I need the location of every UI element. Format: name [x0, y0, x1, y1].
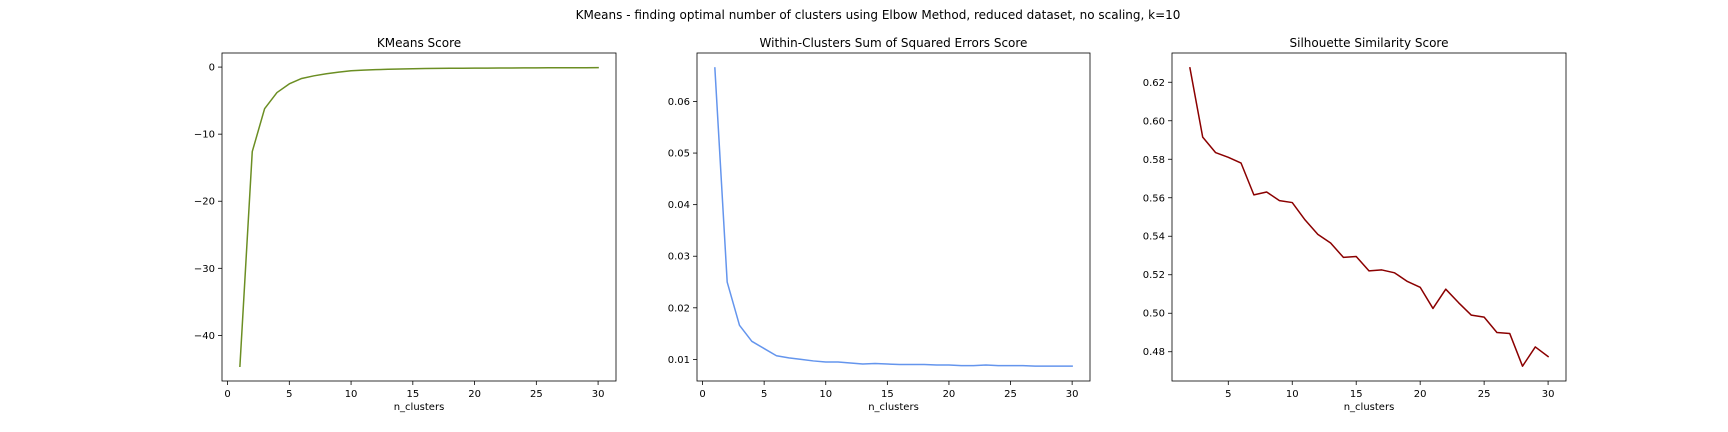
- axes-frame: [696, 52, 1091, 382]
- subplot-2: 0 5 10 15 20 25 30 0.01 0.02 0.03 0.04 0.05 0.06 With…: [668, 36, 1091, 413]
- x-tick-label: 25: [1478, 389, 1491, 400]
- x-tick-label: 30: [592, 389, 605, 400]
- x-tick-label: 30: [1542, 389, 1555, 400]
- x-tick-label: 20: [943, 389, 956, 400]
- x-axis-label: n_clusters: [1344, 402, 1395, 413]
- y-tick-label: 0.60: [1143, 116, 1165, 127]
- y-tick-label: 0.62: [1143, 78, 1165, 89]
- x-tick-label: 5: [286, 389, 292, 400]
- x-axis-label: n_clusters: [868, 402, 919, 413]
- y-tick-label: 0.06: [668, 97, 690, 108]
- y-tick-label: 0.03: [668, 252, 690, 263]
- y-tick-label: 0.48: [1143, 347, 1165, 358]
- figure-suptitle: KMeans - finding optimal number of clust…: [576, 8, 1181, 22]
- x-tick-label: 20: [1414, 389, 1427, 400]
- subplot-1: 0 5 10 15 20 25 30 0 −10 −20 −30 −40 KMeans Score n_c…: [194, 36, 617, 413]
- x-tick-label: 5: [1225, 389, 1231, 400]
- axes-title: Silhouette Similarity Score: [1290, 36, 1449, 50]
- x-tick-label: 25: [530, 389, 543, 400]
- subplot-3: 5 10 15 20 25 30 0.48 0.50 0.52 0.54 0.56 0.58 0.60 0…: [1143, 36, 1567, 413]
- x-tick-label: 20: [468, 389, 481, 400]
- x-tick-label: 10: [1286, 389, 1299, 400]
- x-tick-label: 0: [699, 389, 705, 400]
- y-tick-label: 0.04: [668, 200, 690, 211]
- x-tick-label: 10: [819, 389, 832, 400]
- series-line: [714, 67, 1073, 367]
- y-tick-label: 0.52: [1143, 270, 1165, 281]
- series-line: [239, 66, 599, 368]
- axes-title: KMeans Score: [377, 36, 461, 50]
- x-tick-label: 0: [224, 389, 230, 400]
- y-tick-label: 0.02: [668, 303, 690, 314]
- y-tick-label: −10: [194, 130, 215, 141]
- y-tick-label: 0.56: [1143, 193, 1165, 204]
- y-tick-label: 0.54: [1143, 232, 1165, 243]
- x-tick-label: 15: [881, 389, 894, 400]
- x-tick-label: 15: [406, 389, 419, 400]
- y-tick-label: 0: [209, 63, 215, 74]
- x-tick-label: 30: [1066, 389, 1079, 400]
- y-tick-label: 0.50: [1143, 309, 1165, 320]
- axes-frame: [1171, 52, 1567, 382]
- y-tick-label: 0.01: [668, 355, 690, 366]
- axes-frame: [221, 52, 617, 382]
- x-tick-label: 25: [1004, 389, 1017, 400]
- x-tick-label: 10: [345, 389, 358, 400]
- y-tick-label: −40: [194, 331, 215, 342]
- axes-title: Within-Clusters Sum of Squared Errors Sc…: [760, 36, 1028, 50]
- y-tick-label: 0.05: [668, 149, 690, 160]
- x-axis-label: n_clusters: [394, 402, 445, 413]
- y-tick-label: −30: [194, 264, 215, 275]
- x-tick-label: 5: [761, 389, 767, 400]
- y-tick-label: 0.58: [1143, 155, 1165, 166]
- x-tick-label: 15: [1350, 389, 1363, 400]
- y-tick-label: −20: [194, 197, 215, 208]
